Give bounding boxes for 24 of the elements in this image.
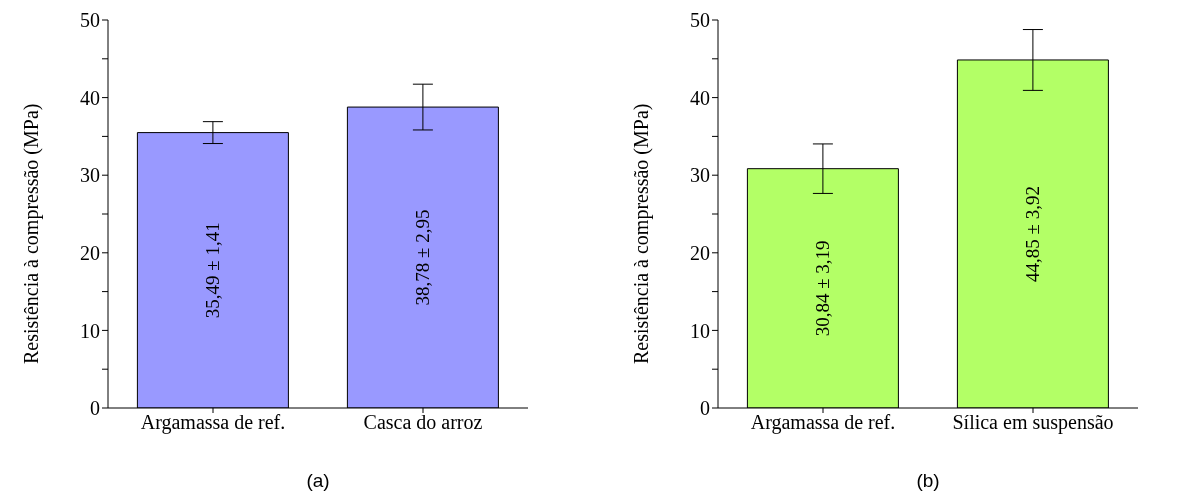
y-tick-label: 50 (690, 9, 710, 32)
y-tick-label: 0 (700, 397, 710, 420)
y-tick-label: 10 (690, 319, 710, 342)
text: (a) (305, 470, 331, 492)
data-label: 44,85 ± 3,92 (1022, 186, 1044, 282)
y-tick-label: 20 (690, 241, 710, 264)
data-label: 35,49 ± 1,41 (202, 222, 224, 319)
y-tick-label: 40 (80, 86, 100, 109)
data-label: 30,84 ± 3,19 (812, 240, 834, 337)
x-tick-label: Argamassa de ref. (140, 411, 286, 435)
y-tick-label: 10 (80, 319, 100, 342)
x-tick-label: Sílica em suspensão (952, 411, 1114, 435)
x-tick-label: Casca do arroz (363, 411, 483, 434)
text: (b) (915, 470, 941, 492)
y-tick-label: 40 (690, 86, 710, 109)
x-tick-label: Argamassa de ref. (750, 411, 896, 435)
y-tick-label: 20 (80, 241, 100, 264)
y-axis-title: Resistência à compressão (MPa) (630, 103, 654, 364)
y-axis-title: Resistência à compressão (MPa) (20, 103, 44, 364)
y-tick-label: 50 (80, 9, 100, 32)
data-label: 38,78 ± 2,95 (412, 209, 434, 306)
y-tick-label: 0 (90, 397, 100, 420)
y-tick-label: 30 (80, 164, 100, 187)
y-tick-label: 30 (690, 164, 710, 187)
